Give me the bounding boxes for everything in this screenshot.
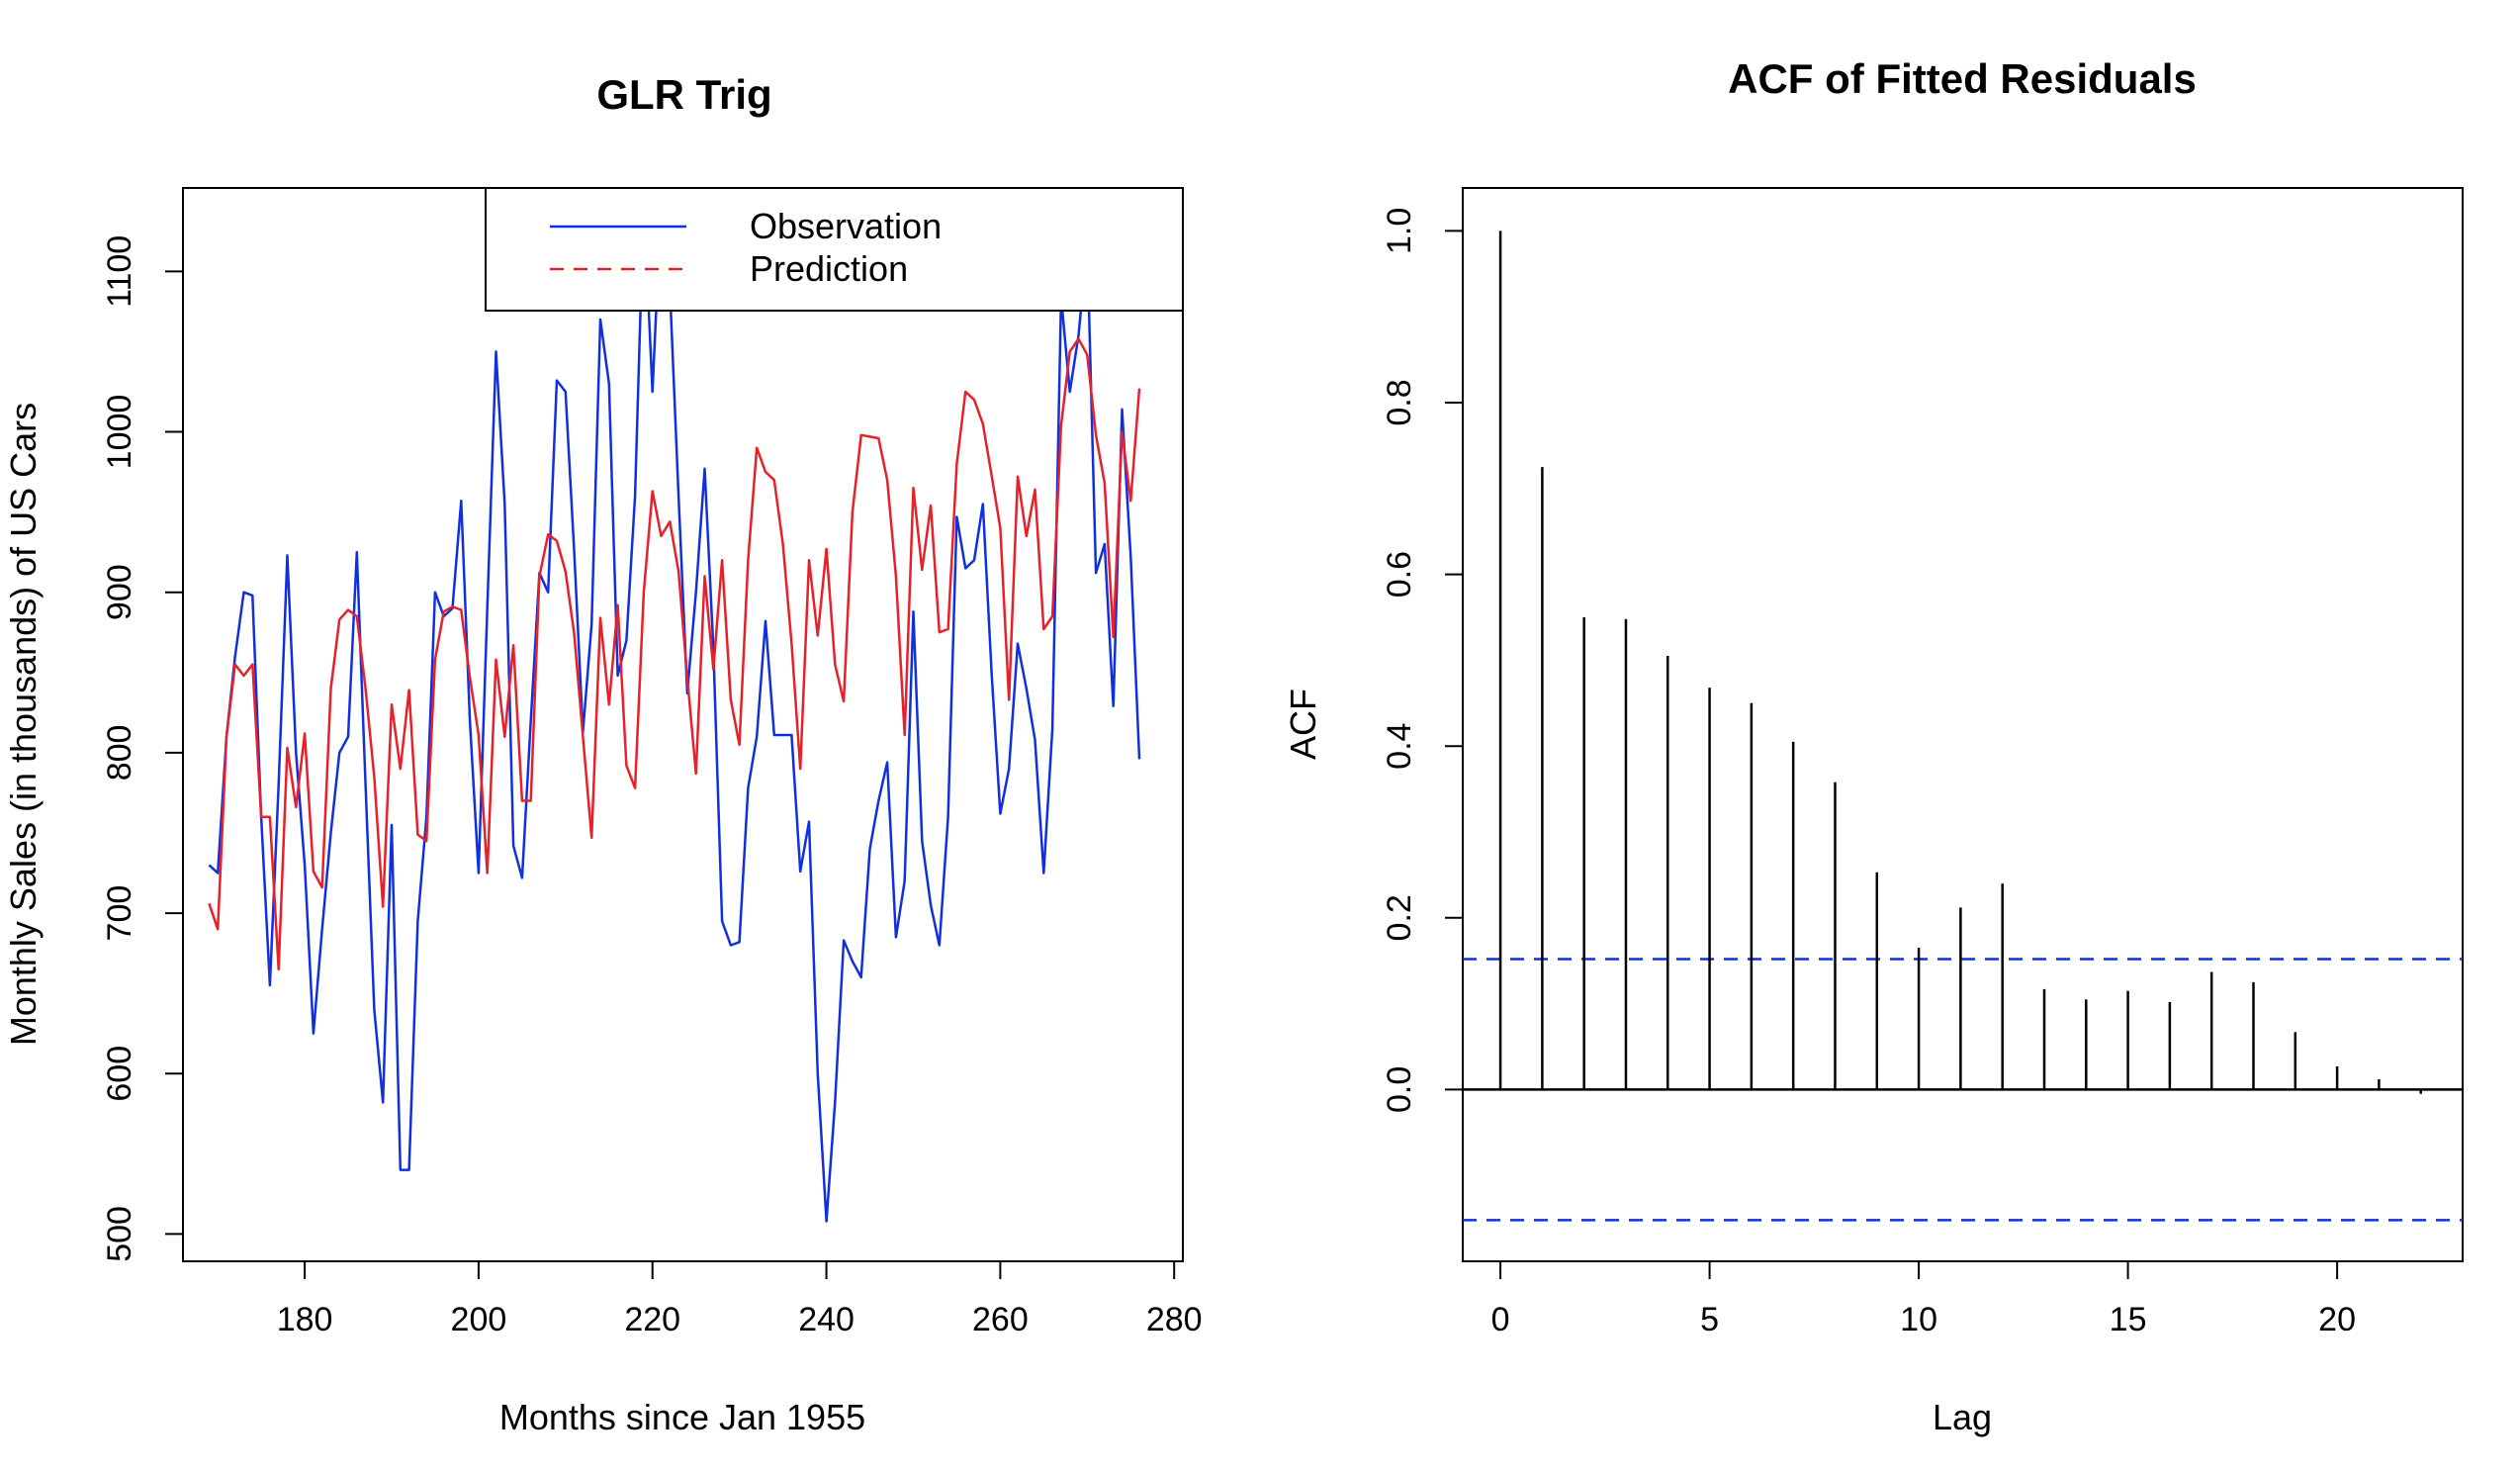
- legend-box: [485, 187, 1184, 312]
- series-line-prediction: [208, 337, 1141, 971]
- chart-title: GLR Trig: [596, 71, 771, 118]
- legend: Observation Prediction: [485, 187, 1184, 312]
- y-tick-label: 0.2: [1381, 894, 1418, 941]
- chart-title: ACF of Fitted Residuals: [1728, 55, 2197, 102]
- x-tick-label: 20: [2318, 1301, 2356, 1338]
- y-tick-label: 0.0: [1381, 1066, 1418, 1113]
- y-tick-label: 800: [101, 725, 138, 782]
- x-axis-label: Months since Jan 1955: [499, 1397, 865, 1437]
- x-tick-label: 240: [798, 1301, 855, 1338]
- y-tick-label: 600: [101, 1046, 138, 1102]
- y-tick-label: 1.0: [1381, 208, 1418, 254]
- legend-label-observation: Observation: [750, 206, 942, 246]
- y-tick-label: 0.8: [1381, 379, 1418, 425]
- x-tick-label: 180: [277, 1301, 333, 1338]
- x-tick-label: 5: [1700, 1301, 1719, 1338]
- x-tick-label: 200: [451, 1301, 507, 1338]
- acf-panel: ACF of Fitted Residuals 0 5 10 15 20 0.0 0.2 0.…: [1283, 55, 2464, 1437]
- axes: 180 200 220 240 260 280 500 600 700 800 900 1000 110…: [101, 235, 1203, 1338]
- series-layer: [208, 198, 1141, 1223]
- glr-trig-panel: GLR Trig 180 200 220 240 260 280 500 600 700 800 9…: [3, 71, 1203, 1437]
- y-tick-label: 900: [101, 564, 138, 620]
- x-tick-label: 260: [972, 1301, 1029, 1338]
- plot-frame: [1462, 187, 2464, 1262]
- x-tick-label: 0: [1491, 1301, 1510, 1338]
- acf-bars: [1463, 230, 2463, 1222]
- axes: 0 5 10 15 20 0.0 0.2 0.4 0.6 0.8 1.0: [1381, 208, 2356, 1338]
- legend-label-prediction: Prediction: [750, 248, 908, 289]
- y-tick-label: 0.4: [1381, 723, 1418, 770]
- x-tick-label: 15: [2110, 1301, 2147, 1338]
- y-tick-label: 500: [101, 1206, 138, 1262]
- y-tick-label: 1000: [101, 395, 138, 470]
- y-tick-label: 1100: [101, 235, 138, 308]
- x-tick-label: 280: [1146, 1301, 1203, 1338]
- y-axis-label: ACF: [1283, 689, 1323, 760]
- y-axis-label: Monthly Sales (in thousands) of US Cars: [3, 403, 44, 1046]
- y-tick-label: 0.6: [1381, 551, 1418, 598]
- y-tick-label: 700: [101, 885, 138, 942]
- x-tick-label: 220: [624, 1301, 680, 1338]
- x-axis-label: Lag: [1933, 1397, 1992, 1437]
- x-tick-label: 10: [1900, 1301, 1937, 1338]
- series-line-observation: [208, 198, 1141, 1223]
